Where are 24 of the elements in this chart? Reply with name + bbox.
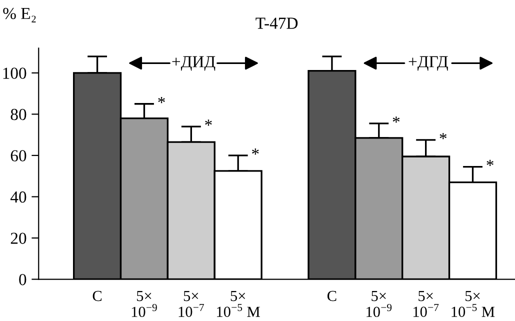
y-tick-label: 20 <box>10 232 26 244</box>
annotation: * <box>392 116 400 123</box>
x-tick-label: 5× 10$^{−9}$ <box>366 290 392 318</box>
y-tick-label: 40 <box>10 191 26 203</box>
x-tick-label: C <box>327 290 336 302</box>
x-tick-label: 5× 10$^{−7}$ <box>413 290 439 317</box>
x-tick-label: 5× 10$^{−5}$ M <box>452 290 495 317</box>
annotation: * <box>486 160 494 166</box>
y-tick-label: 80 <box>10 108 26 120</box>
annotation: * <box>252 148 259 155</box>
y-axis-title: % E₂ <box>3 8 36 22</box>
x-tick-label: 5× 10$^{−9}$ <box>132 290 157 318</box>
annotation: +ДИД <box>172 56 216 71</box>
y-tick-label: 100 <box>3 68 26 79</box>
annotation: * <box>205 120 212 126</box>
annotation: +ДГД <box>408 56 448 71</box>
y-tick-label: 0 <box>19 274 26 286</box>
annotation: * <box>158 96 165 104</box>
x-tick-label: 5× 10$^{−5}$ M <box>217 290 260 317</box>
x-tick-label: 5× 10$^{−7}$ <box>178 290 204 317</box>
x-tick-label: C <box>92 290 102 302</box>
chart-title: T-47D <box>256 18 298 29</box>
annotation: * <box>440 133 447 140</box>
y-tick-label: 60 <box>10 150 26 162</box>
